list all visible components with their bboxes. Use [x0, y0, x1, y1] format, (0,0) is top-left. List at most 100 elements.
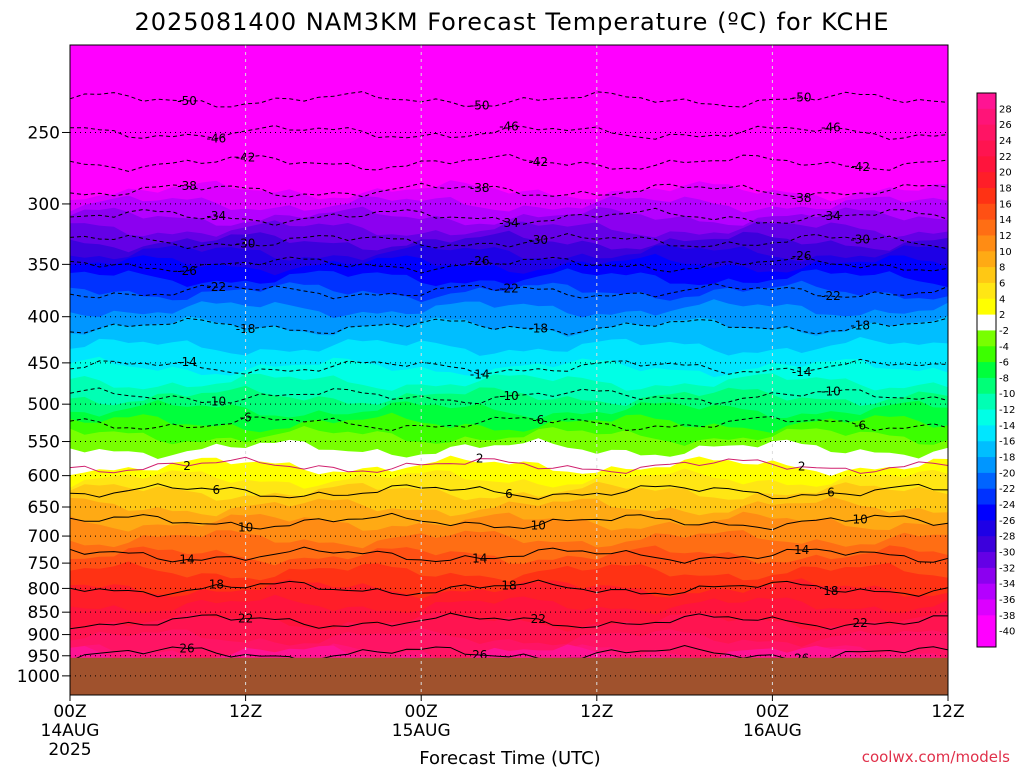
- contour-label: 18: [501, 579, 516, 593]
- y-tick-label: 850: [28, 603, 60, 623]
- colorbar-swatch: [977, 536, 996, 553]
- colorbar-tick-label: 16: [999, 199, 1012, 210]
- colorbar-tick-label: 28: [999, 104, 1012, 115]
- contour-line: [70, 483, 948, 500]
- contour-label: -18: [850, 318, 870, 332]
- colorbar-swatch: [977, 362, 996, 379]
- contour-label: -42: [528, 155, 548, 169]
- colorbar: 28 26 24 22 20 18 16 14 12 10 8 6 4 2 -2 -4 -6 -8 -10 -12 -1…: [976, 92, 1015, 648]
- colorbar-tick-label: 6: [999, 278, 1005, 289]
- contour-label: 2: [476, 452, 484, 466]
- contour-label: -38: [177, 179, 197, 193]
- colorbar-swatch: [977, 441, 996, 458]
- contour-label: -50: [792, 91, 812, 105]
- contour-label: -10: [207, 395, 227, 409]
- colorbar-swatch: [977, 346, 996, 363]
- colorbar-swatch: [977, 314, 996, 331]
- plot-frame: [69, 44, 949, 696]
- contour-line: [70, 512, 948, 531]
- contour-label: -18: [528, 322, 548, 336]
- contour-label: -46: [207, 132, 227, 146]
- colorbar-tick-label: -32: [999, 563, 1015, 574]
- colorbar-swatch: [977, 393, 996, 411]
- contour-label: -42: [850, 160, 870, 174]
- contour-label: 6: [505, 487, 513, 501]
- colorbar-tick-label: 2: [999, 310, 1005, 321]
- contour-label: -26: [470, 254, 490, 268]
- colorbar-tick-label: -12: [999, 405, 1015, 416]
- x-tick-date: 16AUG: [743, 721, 802, 741]
- colorbar-swatch: [977, 488, 996, 506]
- contour-label: 26: [179, 641, 194, 655]
- contour-line: [70, 546, 948, 564]
- contour-line: [70, 579, 948, 598]
- contour-label: -38: [792, 191, 812, 205]
- plot-area: -50 -50-50-46-46 -46-42 -42 -42-38 -38-38-34-…: [69, 44, 949, 696]
- colorbar-swatch: [977, 472, 996, 490]
- colorbar-swatch: [977, 599, 996, 616]
- contour-label: -34: [207, 209, 227, 223]
- contour-line: [70, 153, 948, 172]
- contour-label: -14: [792, 365, 812, 379]
- y-tick-label: 1000: [17, 667, 60, 687]
- contour-line: [70, 317, 948, 336]
- credit-link[interactable]: coolwx.com/models: [862, 748, 1010, 766]
- colorbar-tick-label: -24: [999, 500, 1015, 511]
- contour-line: [70, 207, 948, 227]
- contour-label: -10: [499, 389, 519, 403]
- contour-label: -34: [499, 216, 519, 230]
- colorbar-tick-label: 4: [999, 294, 1005, 305]
- colorbar-tick-label: 20: [999, 168, 1012, 179]
- colorbar-tick-label: -18: [999, 453, 1015, 464]
- contour-line: [70, 612, 948, 631]
- contour-label: 10: [531, 518, 546, 532]
- y-tick-label: 250: [28, 123, 60, 143]
- contour-label: -22: [499, 281, 519, 295]
- y-tick-label: 800: [28, 579, 60, 599]
- x-tick-label: 00Z: [405, 702, 438, 722]
- colorbar-swatch: [977, 330, 996, 347]
- y-tick-label: 500: [28, 395, 60, 415]
- contour-line: [70, 456, 948, 474]
- colorbar-swatch: [977, 377, 996, 395]
- y-tick-label: 700: [28, 527, 60, 547]
- colorbar-tick-label: -38: [999, 611, 1015, 622]
- colorbar-tick-label: 24: [999, 136, 1012, 147]
- colorbar-swatch: [977, 140, 996, 157]
- contour-label: -22: [207, 280, 227, 294]
- below-ground-area: [70, 657, 948, 695]
- contour-label: -30: [850, 233, 870, 247]
- contour-label: 22: [853, 616, 868, 630]
- colorbar-tick-label: 12: [999, 231, 1012, 242]
- contour-label: -50: [177, 94, 197, 108]
- colorbar-swatch: [977, 615, 996, 632]
- colorbar-tick-label: -16: [999, 437, 1015, 448]
- colorbar-tick-label: -20: [999, 468, 1015, 479]
- contour-label: 2: [798, 460, 806, 474]
- x-tick-label: 12Z: [931, 702, 964, 722]
- contour-label: 14: [472, 551, 487, 565]
- colorbar-tick-label: 18: [999, 183, 1012, 194]
- colorbar-swatch: [977, 187, 996, 205]
- contour-label: -6: [532, 413, 544, 427]
- colorbar-swatch: [977, 172, 996, 189]
- contour-label: 6: [213, 483, 221, 497]
- colorbar-swatch: [977, 504, 996, 521]
- x-tick-label: 00Z: [756, 702, 789, 722]
- colorbar-tick-label: -10: [999, 389, 1015, 400]
- y-tick-label: 450: [28, 354, 60, 374]
- colorbar-swatch: [977, 108, 996, 126]
- contour-label: 22: [531, 612, 546, 626]
- contour-label: -46: [499, 119, 519, 133]
- x-tick-label: 00Z: [53, 702, 86, 722]
- contour-label: 14: [179, 553, 194, 567]
- y-tick-label: 300: [28, 195, 60, 215]
- colorbar-swatch: [977, 282, 996, 300]
- contour-label: -38: [470, 181, 490, 195]
- colorbar-swatch: [977, 552, 996, 569]
- colorbar-tick-label: -40: [999, 627, 1015, 638]
- contour-label: -26: [792, 249, 812, 263]
- contour-label: -30: [528, 233, 548, 247]
